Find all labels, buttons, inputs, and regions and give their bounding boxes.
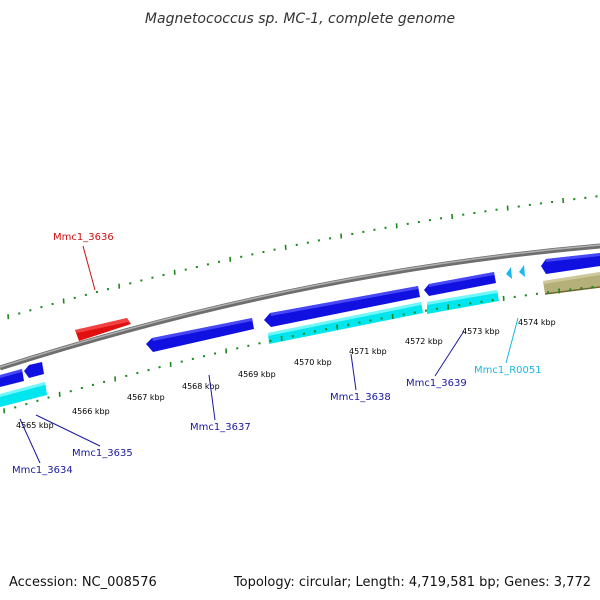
outer-tick-ring [7, 195, 598, 320]
kbp-labels: 4565 kbp 4566 kbp 4567 kbp 4568 kbp 4569… [16, 318, 556, 430]
genome-backbone-highlight [0, 244, 600, 368]
accession-text: Accession: NC_008576 [9, 575, 157, 590]
gene-label-mmc1-3634[interactable]: Mmc1_3634 [12, 465, 73, 476]
gene-features [0, 253, 600, 407]
kbp-label: 4571 kbp [349, 347, 387, 356]
gene-mmc1-3638-cyan[interactable] [268, 302, 423, 344]
gene-mmc1-r0051-a[interactable] [506, 267, 512, 279]
gene-left-blue-2[interactable] [24, 362, 44, 378]
kbp-label: 4569 kbp [238, 370, 276, 379]
gene-label-mmc1-r0051[interactable]: Mmc1_R0051 [474, 365, 542, 376]
gene-left-cyan[interactable] [0, 382, 47, 407]
leader-lines [19, 245, 519, 464]
gene-mmc1-3639[interactable] [424, 272, 496, 296]
kbp-label: 4568 kbp [182, 382, 220, 391]
kbp-label: 4573 kbp [462, 327, 500, 336]
gene-label-mmc1-3636[interactable]: Mmc1_3636 [53, 232, 114, 243]
gene-label-mmc1-3639[interactable]: Mmc1_3639 [406, 378, 467, 389]
gene-label-mmc1-3637[interactable]: Mmc1_3637 [190, 422, 251, 433]
inner-tick-ring [3, 285, 594, 414]
gene-mmc1-3638[interactable] [264, 286, 420, 327]
kbp-label: 4566 kbp [72, 407, 110, 416]
kbp-label: 4570 kbp [294, 358, 332, 367]
gene-label-mmc1-3638[interactable]: Mmc1_3638 [330, 392, 391, 403]
gene-mmc1-3637[interactable] [146, 318, 254, 352]
gene-labels: Mmc1_3636 Mmc1_3637 Mmc1_3638 Mmc1_3639 … [12, 232, 542, 476]
kbp-label: 4565 kbp [16, 421, 54, 430]
genome-backbone [0, 243, 600, 371]
topology-summary: Topology: circular; Length: 4,719,581 bp… [233, 575, 591, 590]
map-title: Magnetococcus sp. MC-1, complete genome [145, 11, 455, 27]
kbp-label: 4572 kbp [405, 337, 443, 346]
kbp-label: 4567 kbp [127, 393, 165, 402]
gene-mmc1-r0051-b[interactable] [519, 265, 525, 277]
kbp-label: 4574 kbp [518, 318, 556, 327]
gene-mmc1-3639-cyan[interactable] [427, 290, 499, 314]
gene-label-mmc1-3635[interactable]: Mmc1_3635 [72, 448, 133, 459]
